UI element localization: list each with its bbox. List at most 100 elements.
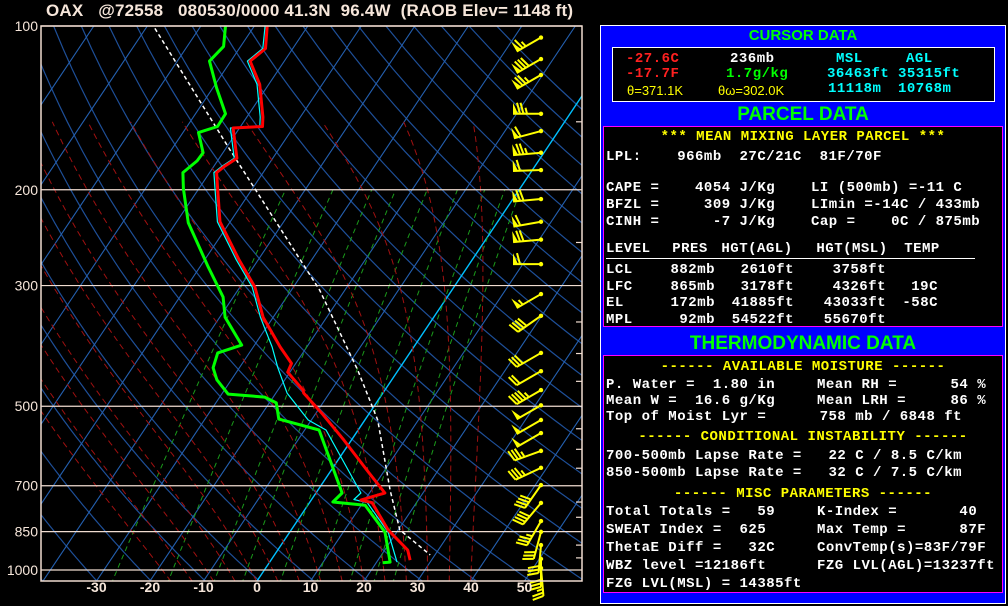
cursor-agl-ft: 35315ft [898, 66, 961, 82]
wind-barb-full [517, 74, 527, 85]
wind-barb-full [515, 230, 522, 242]
cursor-data-heading: CURSOR DATA [748, 27, 858, 44]
wind-barb-station [538, 291, 544, 297]
wind-barb-staff [526, 520, 542, 546]
wind-barb-pennant [511, 437, 522, 448]
wind-barb-pennant [512, 231, 519, 243]
wind-barb-station [538, 196, 544, 202]
wind-barb-full [527, 572, 539, 577]
temperature-label: 10 [303, 579, 319, 595]
table-cell-level: EL [606, 295, 624, 311]
wind-barb-pennant [511, 424, 522, 435]
parcel-bfzl: BFZL = 309 J/Kg [606, 197, 776, 213]
wind-barb-full [510, 393, 521, 404]
wind-barb-full [507, 395, 518, 405]
wind-barb-half [536, 588, 544, 592]
dry-adiabat-line [41, 196, 369, 581]
isotherm-line [41, 26, 255, 346]
dry-adiabat-line [41, 578, 44, 581]
wind-barb [522, 529, 544, 560]
moist-adiabat-line [130, 121, 365, 581]
wind-barb [508, 313, 544, 333]
wind-barb-full [515, 500, 528, 507]
moist-adiabat-line [41, 378, 193, 581]
dry-adiabat-line [41, 450, 152, 581]
wind-barb-full [507, 358, 518, 368]
isotherm-line [523, 494, 582, 581]
skew-t-chart[interactable]: 100 200 300 500 700 850 1000 -30 -20 -10 0 10 20 30 40… [0, 0, 600, 606]
wind-barb-full [516, 102, 521, 115]
moist-adiabat-line [245, 121, 407, 581]
cursor-data-box: -27.6C -17.7F θ=371.1K 236mb 1.7g/kg θω=… [612, 47, 995, 102]
wind-barb-station [538, 350, 544, 356]
isotherm-line [416, 334, 582, 581]
wind-barb-staff [516, 370, 542, 387]
wind-barb-staff [513, 130, 542, 140]
wind-barb [507, 350, 544, 368]
mixing-ratio-line [373, 189, 506, 581]
cursor-msl-label: MSL [836, 51, 863, 67]
wind-barb-station [538, 482, 544, 488]
wind-barb-full [527, 568, 540, 573]
wind-barb-full [515, 541, 528, 547]
wind-barb-full [512, 518, 524, 526]
isotherm-line [41, 26, 202, 266]
wind-barb-full [517, 390, 527, 400]
parcel-levels-table: LEVEL PRES HGT(AGL) HGT(MSL) TEMP LCL 882… [604, 241, 1002, 328]
wind-barb-full [520, 57, 530, 67]
temperature-profile-line [215, 26, 412, 561]
dry-adiabat-line [274, 26, 582, 345]
wind-barb-full [514, 76, 524, 87]
cursor-pressure: 236mb [730, 51, 775, 67]
dry-adiabat-line [330, 26, 582, 284]
wind-barb-full [511, 321, 522, 331]
mixing-ratio-line [242, 189, 397, 581]
pressure-label-300: 300 [15, 278, 39, 294]
dry-adiabat-line [41, 260, 315, 581]
table-cell-pres: 865mb [670, 278, 715, 295]
moist-adiabat-line [51, 121, 322, 581]
mixing-ratio-line [392, 189, 521, 581]
table-header-hgt-agl: HGT(AGL) [721, 241, 793, 257]
wind-barb [512, 159, 544, 173]
dry-adiabat-line [136, 26, 582, 510]
wind-barb [507, 465, 544, 481]
table-header-hgt-msl: HGT(MSL) [816, 241, 888, 257]
wind-barb-full [513, 448, 523, 459]
mixing-ratio-line [111, 189, 286, 581]
wind-barb-half [520, 469, 526, 476]
wind-barb [511, 214, 544, 228]
axis-labels: 100 200 300 500 700 850 1000 -30 -20 -10 0 10 20 30 40… [7, 18, 533, 595]
temperature-label: 20 [356, 579, 372, 595]
wind-barb-half [526, 533, 533, 538]
wind-barb-full [517, 59, 527, 69]
wind-barb [511, 291, 544, 309]
isotherm-line [363, 254, 582, 581]
wind-barb-station [538, 35, 544, 40]
wind-barb-staff [515, 466, 542, 481]
cursor-theta-w: θω=302.0K [718, 83, 785, 98]
wind-barb [512, 500, 544, 526]
dry-adiabat-line [41, 130, 424, 581]
wind-barb-station [538, 387, 544, 393]
wind-barb-station [538, 261, 544, 267]
wind-barb [532, 565, 545, 601]
wind-barb-full [518, 189, 525, 201]
wind-barb-half [517, 299, 524, 306]
wind-barb-station [538, 518, 544, 524]
parcel-trace-line [154, 28, 431, 556]
wind-barb-full [529, 585, 542, 591]
freezing-level-msl: FZG LVL(MSL) = 14385ft [606, 576, 802, 592]
wind-barb-full [513, 467, 523, 478]
wind-barb-pennant [513, 102, 518, 114]
wind-barb-staff [532, 531, 542, 560]
wind-barb-station [538, 167, 544, 173]
wind-barb [511, 72, 544, 90]
wind-barb-pennant [512, 144, 519, 156]
lapse-rate-700-500: 700-500mb Lapse Rate = 22 C / 8.5 C/km [606, 448, 963, 464]
wind-barb-full [514, 60, 524, 71]
pressure-label-100: 100 [15, 18, 39, 34]
wind-barb [513, 482, 544, 509]
wind-barb-full [517, 538, 530, 544]
wind-barb-station [538, 128, 544, 134]
